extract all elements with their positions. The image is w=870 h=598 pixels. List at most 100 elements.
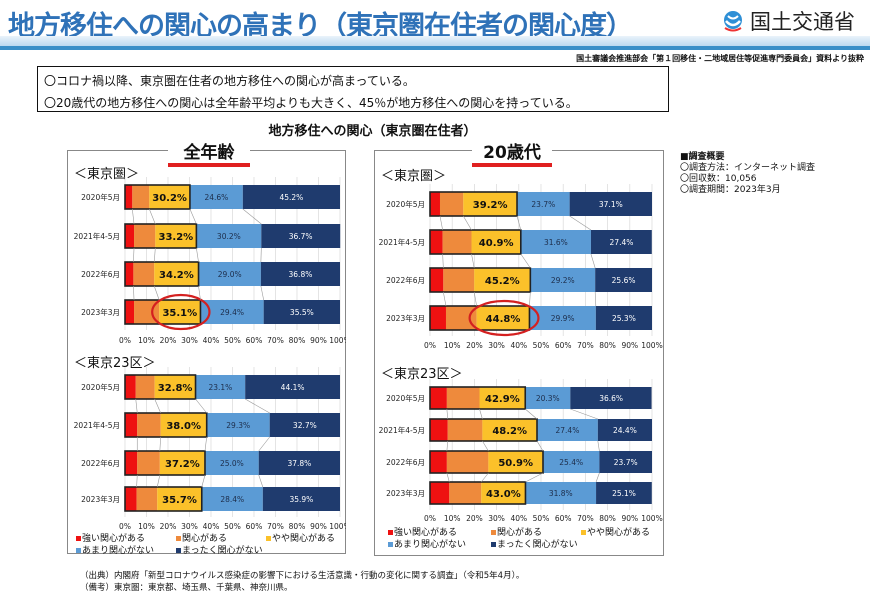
x-tick-label: 20% (466, 341, 483, 350)
bar-segment (479, 387, 526, 409)
none-label: 36.8% (289, 270, 313, 279)
connector-line (595, 472, 600, 483)
legend-swatch (388, 530, 393, 535)
not-much-label: 25.4% (559, 458, 583, 467)
legend-swatch (76, 548, 81, 553)
bar-segment (446, 451, 489, 473)
category-label: 2021年4-5月 (74, 420, 120, 430)
panel-title-underline (168, 163, 250, 167)
none-label: 23.7% (614, 458, 638, 467)
connector-line (189, 208, 197, 225)
bar-segment (155, 224, 197, 248)
category-label: 2020年5月 (386, 393, 425, 403)
panel-title-underline (472, 163, 552, 167)
x-tick-label: 50% (224, 522, 241, 531)
connector-line (525, 472, 544, 483)
connector-line (258, 474, 264, 488)
x-tick-label: 10% (138, 522, 155, 531)
x-tick-label: 100% (641, 514, 662, 523)
bar-segment (196, 224, 262, 248)
x-tick-label: 0% (119, 336, 131, 345)
summary-point: 〇20歳代の地方移住への関心は全年齢平均よりも大きく、45％が地方移住への関心を… (44, 96, 578, 110)
category-label: 2020年5月 (81, 192, 120, 202)
legend: 強い関心がある 関心がある やや関心がある あまり関心がない まったく関心がない (388, 527, 658, 551)
summary-box: 〇コロナ禍以降、東京圏在住者の地方移住への関心が高まっている。 〇20歳代の地方… (37, 66, 669, 112)
none-label: 25.3% (612, 314, 636, 323)
bar-segment (160, 413, 207, 437)
bar-segment (517, 192, 570, 216)
footnote-note: （備考）東京圏：東京都、埼玉県、千葉県、神奈川県。 (80, 583, 293, 593)
bar-segment (189, 185, 243, 209)
x-tick-label: 80% (599, 514, 616, 523)
bar-segment (471, 230, 521, 254)
x-tick-label: 20% (466, 514, 483, 523)
category-label: 2022年6月 (386, 457, 425, 467)
bar-segment (569, 192, 652, 216)
bar-segment (530, 268, 596, 292)
interest-total-outline (429, 191, 518, 217)
bar-segment (529, 306, 596, 330)
x-tick-label: 70% (577, 341, 594, 350)
bar-segment (137, 413, 161, 437)
not-much-label: 28.4% (220, 495, 244, 504)
logo-text: 国土交通省 (750, 10, 855, 34)
not-much-label: 23.1% (208, 383, 232, 392)
interest-total-outline (429, 229, 522, 255)
legend-item: あまり関心がない (388, 539, 491, 551)
bar-segment (134, 224, 156, 248)
interest-total-outline (124, 374, 197, 400)
category-label: 2023年3月 (81, 494, 120, 504)
legend-swatch (176, 548, 181, 553)
legend-swatch (76, 536, 81, 541)
not-much-label: 31.6% (544, 238, 568, 247)
legend-label: 関心がある (182, 534, 228, 544)
x-tick-label: 40% (203, 522, 220, 531)
x-tick-label: 30% (488, 514, 505, 523)
bar-segment (263, 300, 340, 324)
none-label: 32.7% (293, 421, 317, 430)
interest-total-label: 48.2% (492, 426, 527, 437)
legend-swatch (388, 542, 393, 547)
x-tick-label: 40% (510, 514, 527, 523)
connector-line (156, 474, 161, 488)
bar-segment (136, 487, 158, 511)
chart-all-ages-tokyo-area: 0% 10% 20% 30% 40% 50% 60% 70% 80% 90%100% 2020年5月… (74, 177, 346, 345)
x-tick-label: 80% (289, 336, 306, 345)
bar-segment (157, 487, 202, 511)
legend-swatch (266, 536, 271, 541)
bar-segment (570, 387, 652, 409)
connector-line (258, 436, 270, 452)
bar-segment (590, 230, 652, 254)
connector-line (446, 408, 449, 420)
legend-item: まったく関心がない (491, 539, 578, 551)
chart-twenties-tokyo-23-wards: 0% 10% 20% 30% 40% 50% 60% 70% 80% 90% 100% 2020年5月… (379, 379, 663, 523)
bar-segment (159, 300, 201, 324)
x-tick-label: 100% (329, 336, 346, 345)
bar-segment (195, 375, 246, 399)
connector-line (201, 474, 206, 488)
panel-title: 20歳代 (472, 138, 552, 163)
x-tick-label: 70% (267, 522, 284, 531)
none-label: 35.5% (290, 308, 314, 317)
x-tick-label: 30% (181, 522, 198, 531)
category-label: 2022年6月 (386, 275, 425, 285)
footnote-source: （出典）内閣府「新型コロナウイルス感染症の影響下における生活意識・行動の変化に関… (80, 571, 525, 581)
category-label: 2021年4-5月 (379, 237, 425, 247)
not-much-label: 27.4% (556, 426, 580, 435)
x-tick-label: 50% (533, 341, 550, 350)
connector-line (482, 440, 489, 452)
x-tick-label: 90% (621, 341, 638, 350)
interest-total-label: 50.9% (498, 458, 533, 469)
interest-total-label: 42.9% (485, 394, 520, 405)
legend-item: まったく関心がない (176, 545, 263, 557)
x-tick-label: 70% (577, 514, 594, 523)
category-label: 2021年4-5月 (74, 231, 120, 241)
bar-segment (132, 185, 150, 209)
bar-segment (262, 487, 340, 511)
x-tick-label: 0% (424, 341, 436, 350)
bar-segment (430, 482, 450, 504)
connector-line (442, 253, 444, 269)
x-tick-label: 80% (599, 341, 616, 350)
bar-segment (125, 375, 136, 399)
connector-line (570, 408, 598, 420)
